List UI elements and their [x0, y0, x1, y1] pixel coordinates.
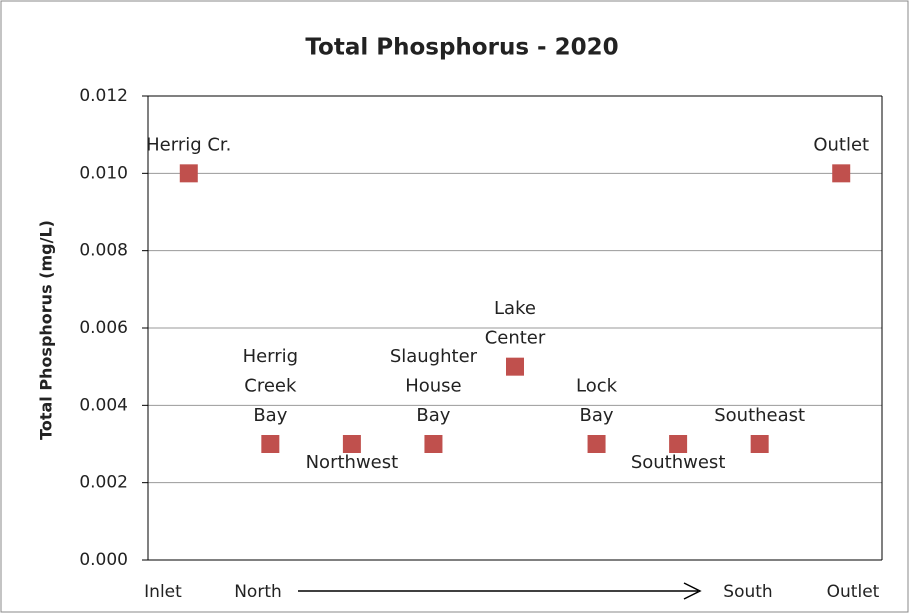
point-label: Herrig Cr. — [146, 134, 231, 155]
point — [750, 435, 769, 453]
y-axis-label: Total Phosphorus (mg/L) — [37, 220, 56, 440]
point — [424, 435, 443, 453]
x-annotation: South — [723, 582, 772, 602]
point — [669, 435, 688, 453]
point-label: Bay — [416, 405, 450, 426]
point-label: Herrig — [243, 346, 299, 367]
point-label: Bay — [253, 405, 287, 426]
direction-arrow — [298, 582, 702, 600]
point-label: Lake — [494, 298, 536, 319]
point-label: Northwest — [306, 452, 399, 473]
point-label: Center — [485, 328, 546, 349]
point-label: Southeast — [714, 405, 805, 426]
point — [342, 435, 361, 453]
y-tick-label: 0.000 — [79, 550, 128, 570]
arrow-head — [683, 582, 702, 600]
y-tick-label: 0.006 — [79, 318, 128, 338]
y-tick-label: 0.008 — [79, 241, 128, 261]
x-annotation: Outlet — [827, 582, 880, 602]
point — [506, 357, 524, 376]
x-annotation: North — [234, 582, 282, 602]
chart-title: Total Phosphorus - 2020 — [305, 35, 618, 61]
point-label: Bay — [580, 405, 614, 426]
point — [261, 435, 280, 453]
point-label: Creek — [244, 376, 297, 397]
y-tick-label: 0.012 — [79, 86, 128, 106]
point-label: House — [405, 376, 461, 397]
y-tick-label: 0.010 — [79, 163, 128, 183]
y-tick-label: 0.002 — [79, 473, 128, 493]
point-label: Southwest — [631, 452, 726, 473]
point — [587, 435, 606, 453]
point-label: Slaughter — [390, 346, 478, 367]
point — [832, 164, 851, 183]
x-annotation: Inlet — [144, 582, 182, 602]
y-tick-label: 0.004 — [79, 395, 128, 415]
point-label: Lock — [576, 376, 618, 397]
point — [179, 164, 198, 183]
point-label: Outlet — [813, 134, 869, 155]
